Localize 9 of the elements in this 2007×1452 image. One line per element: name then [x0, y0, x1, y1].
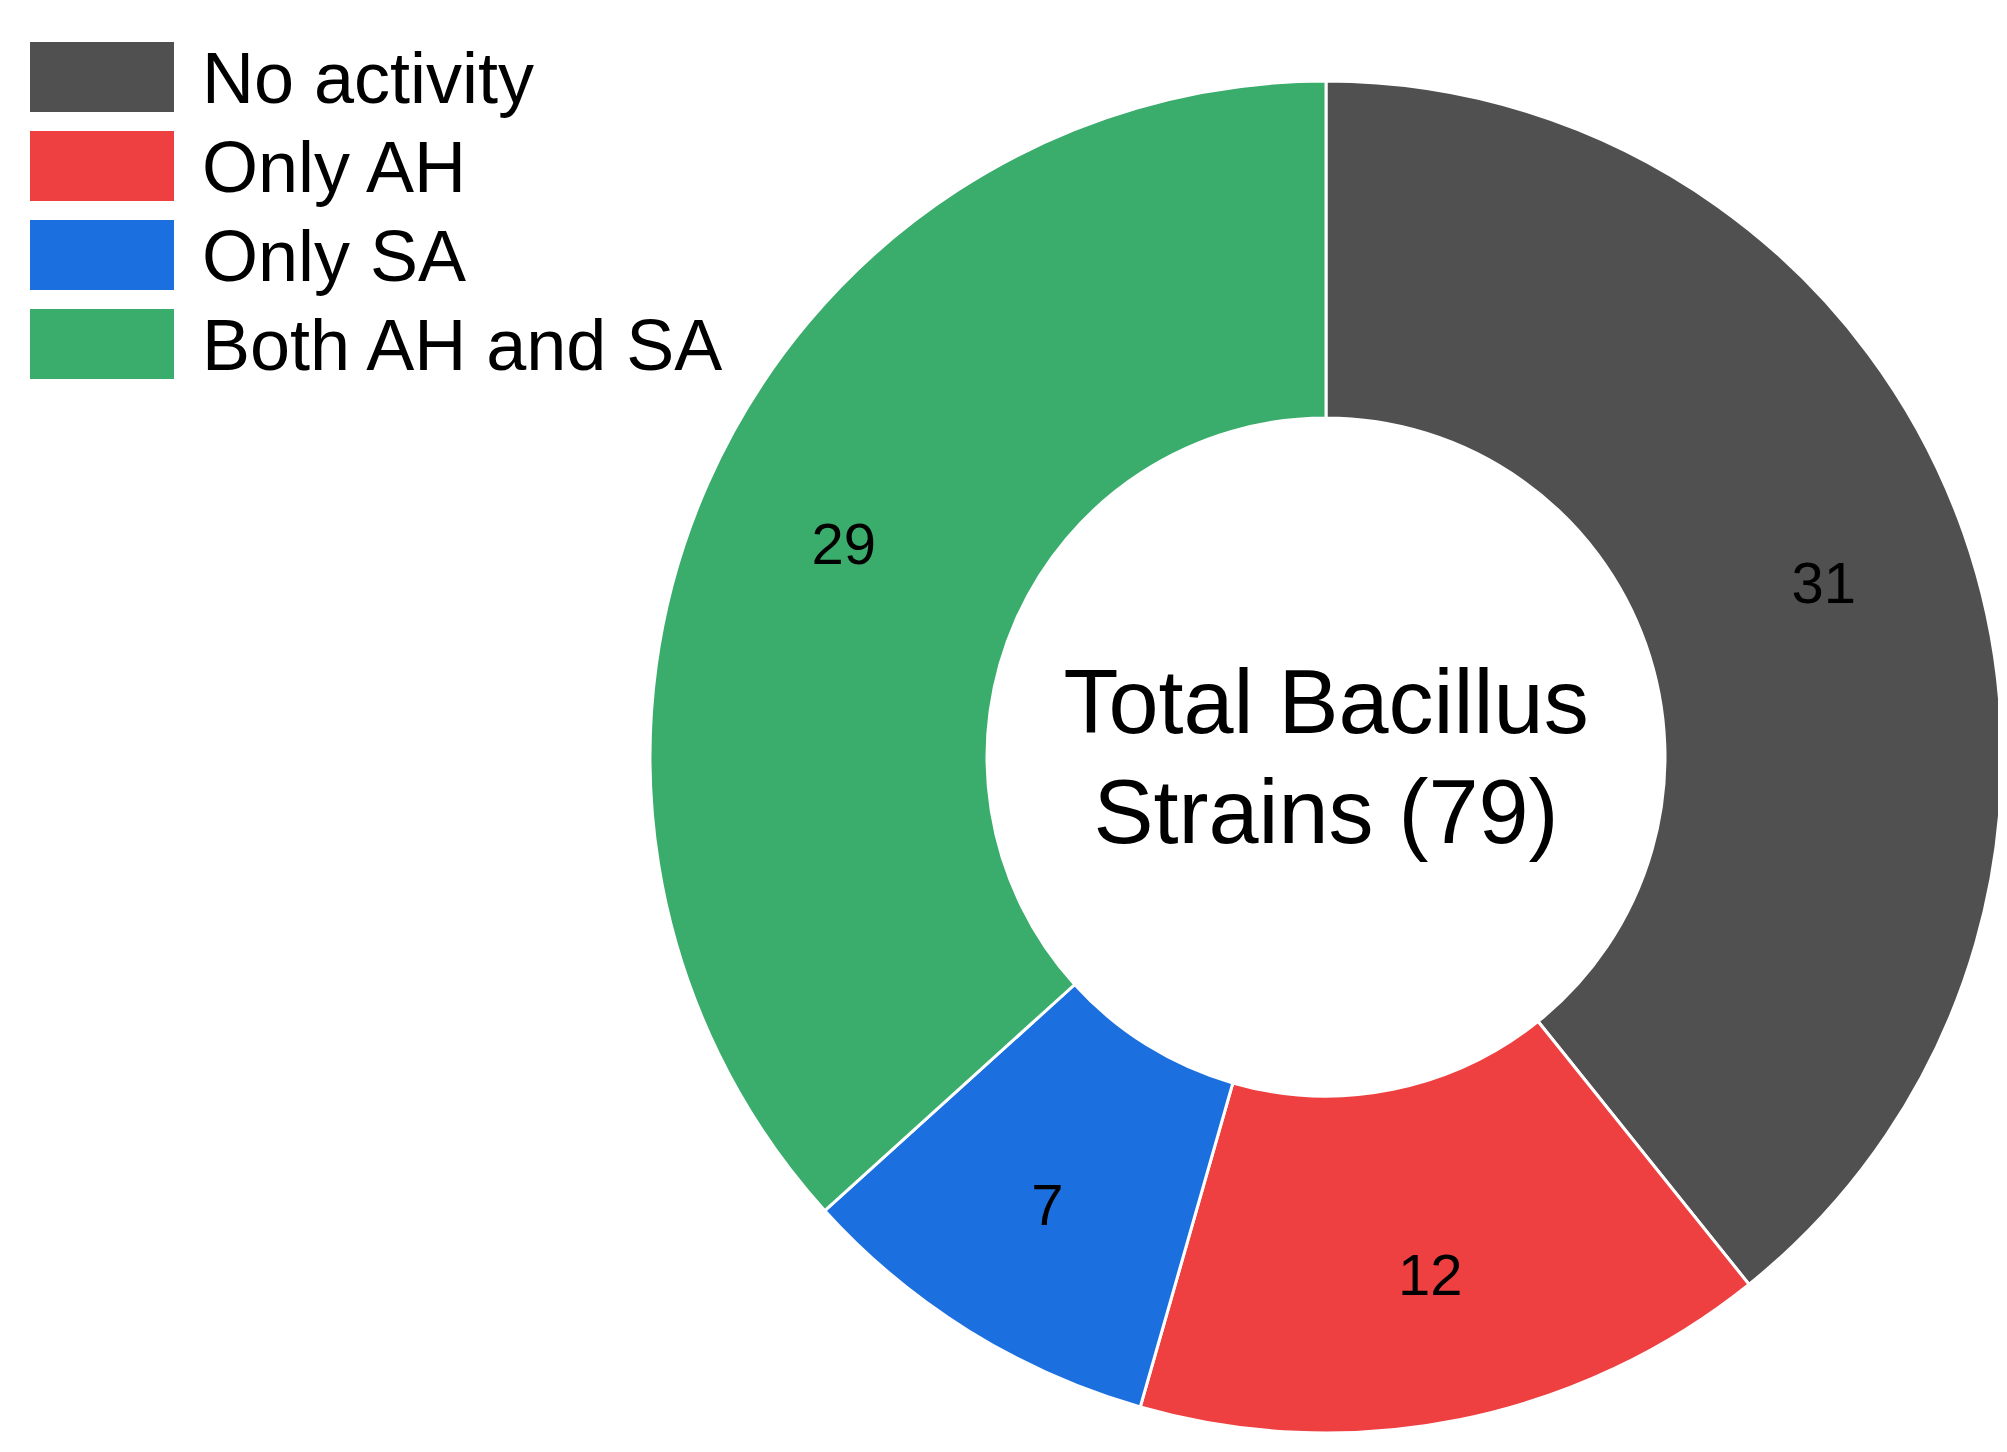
- legend-label: Only SA: [202, 216, 467, 296]
- legend-label: No activity: [202, 38, 535, 118]
- legend-label: Only AH: [202, 127, 467, 207]
- legend-label: Both AH and SA: [202, 305, 723, 385]
- data-label: 31: [1791, 549, 1856, 615]
- text: Total Bacillus Strains (79): [1063, 652, 1589, 862]
- data-label: 7: [1031, 1172, 1064, 1238]
- data-label: 12: [1397, 1241, 1463, 1307]
- data-label: 29: [811, 510, 877, 576]
